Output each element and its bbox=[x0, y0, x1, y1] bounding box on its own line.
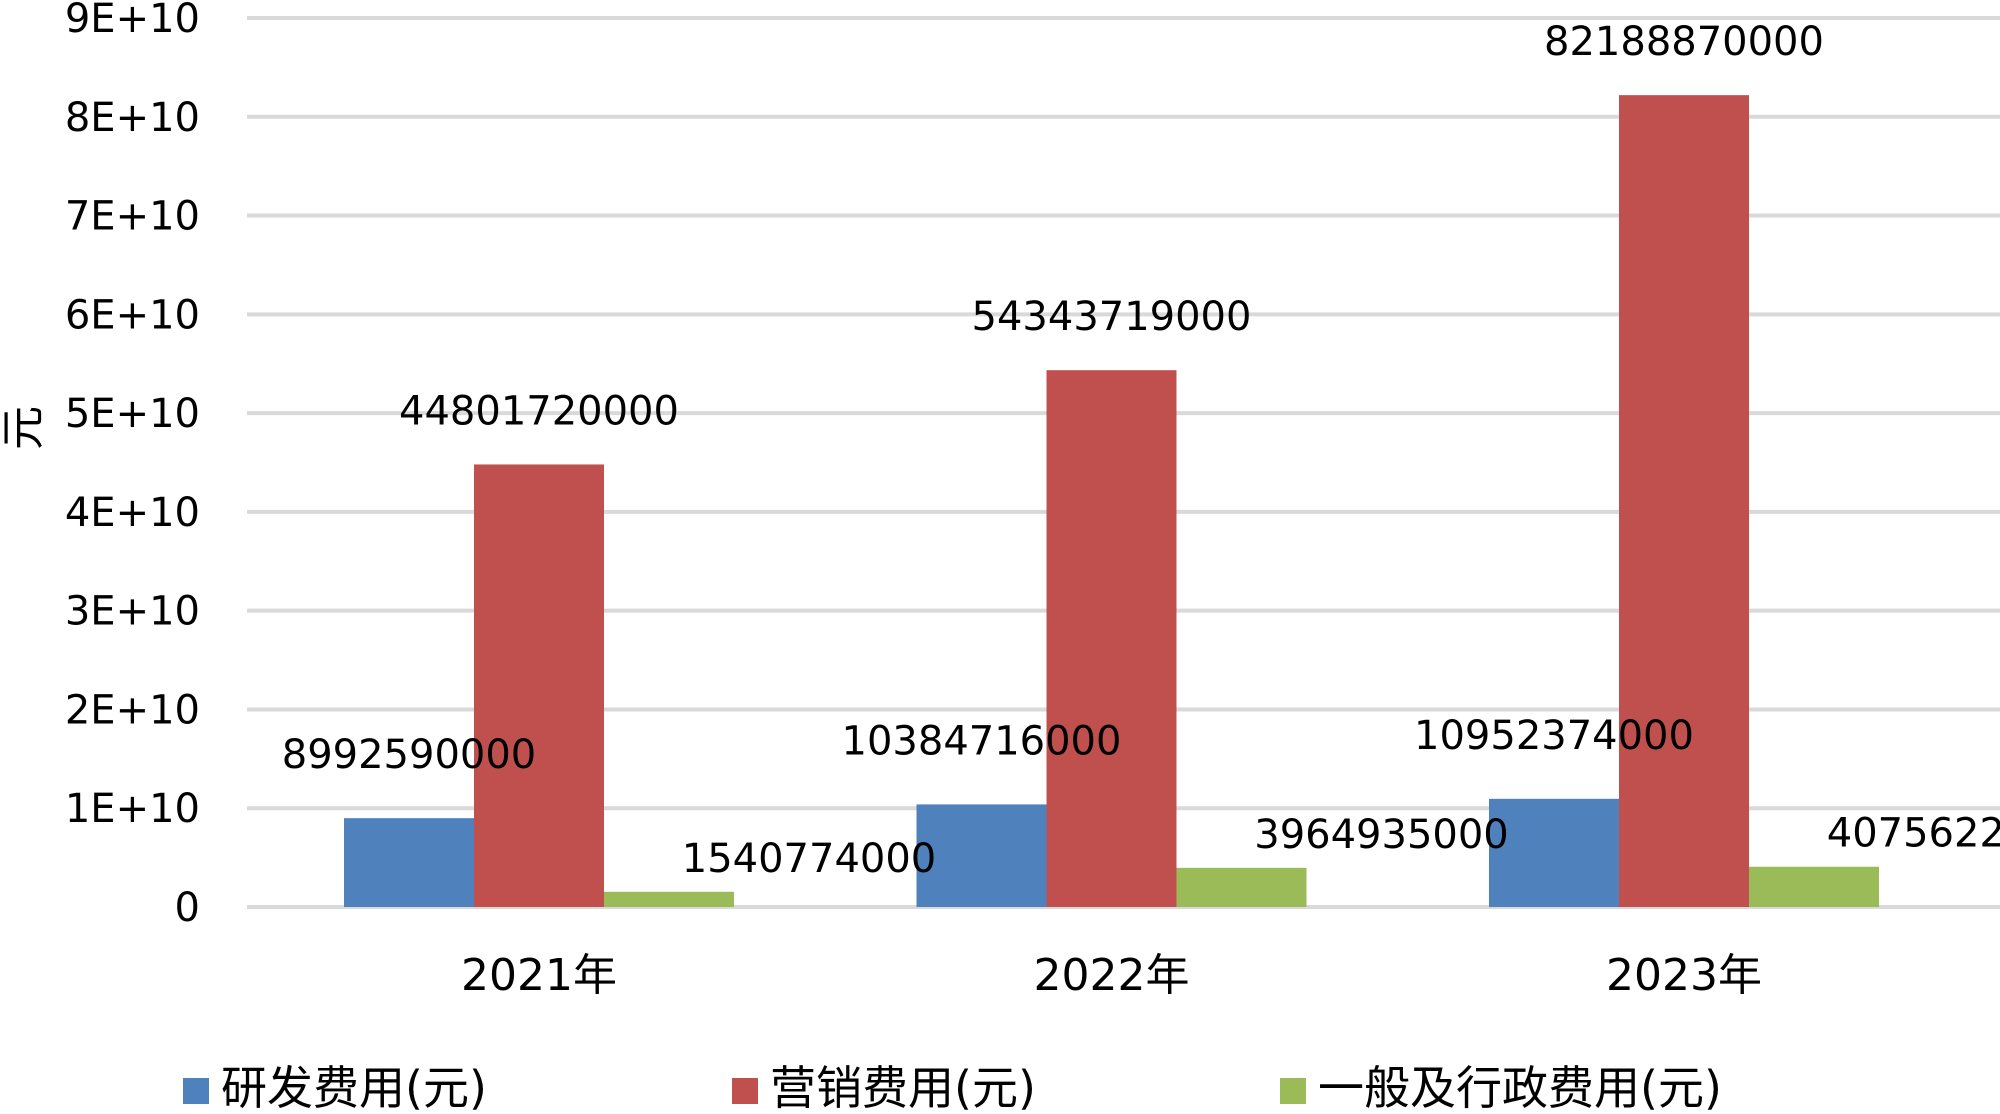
y-tick-label: 1E+10 bbox=[65, 786, 200, 832]
x-category-label: 2022年 bbox=[1034, 950, 1190, 1001]
legend-swatch bbox=[732, 1078, 758, 1104]
bar bbox=[1749, 866, 1879, 907]
bars bbox=[344, 95, 1879, 907]
data-label: 8992590000 bbox=[282, 732, 537, 778]
y-tick-label: 6E+10 bbox=[65, 292, 200, 338]
x-category-label: 2021年 bbox=[461, 950, 617, 1001]
x-category-label: 2023年 bbox=[1606, 950, 1762, 1001]
y-tick-label: 0 bbox=[175, 885, 200, 931]
y-axis-title: 元 bbox=[0, 406, 49, 450]
y-tick-label: 7E+10 bbox=[65, 194, 200, 240]
legend-label: 研发费用(元) bbox=[221, 1061, 487, 1114]
legend-swatch bbox=[183, 1078, 209, 1104]
y-tick-label: 3E+10 bbox=[65, 589, 200, 635]
bar bbox=[474, 464, 604, 907]
y-tick-label: 2E+10 bbox=[65, 687, 200, 733]
data-labels: 8992590000 44801720000 1540774000 103847160… bbox=[282, 19, 2000, 882]
data-label: 4075622000 bbox=[1827, 811, 2000, 857]
data-label: 54343719000 bbox=[972, 294, 1252, 340]
y-tick-label: 9E+10 bbox=[65, 0, 200, 42]
y-tick-label: 5E+10 bbox=[65, 391, 200, 437]
legend-swatch bbox=[1280, 1078, 1306, 1104]
data-label: 3964935000 bbox=[1254, 812, 1509, 858]
bar bbox=[1176, 867, 1307, 907]
data-label: 10952374000 bbox=[1414, 713, 1694, 759]
y-tick-label: 4E+10 bbox=[65, 490, 200, 536]
bar bbox=[344, 818, 474, 907]
bar bbox=[916, 804, 1047, 907]
data-label: 44801720000 bbox=[399, 388, 679, 434]
data-label: 82188870000 bbox=[1544, 19, 1824, 65]
bar bbox=[1619, 95, 1749, 907]
bar bbox=[604, 891, 734, 907]
bar bbox=[1489, 798, 1619, 907]
y-tick-label: 8E+10 bbox=[65, 95, 200, 141]
bar bbox=[1046, 370, 1177, 907]
legend-label: 营销费用(元) bbox=[770, 1061, 1036, 1114]
y-axis-ticks: 0 1E+10 2E+10 3E+10 4E+10 5E+10 6E+10 7E+10 8E+1… bbox=[65, 0, 200, 931]
x-axis-categories: 2021年 2022年 2023年 bbox=[461, 950, 1762, 1001]
data-label: 1540774000 bbox=[682, 836, 937, 882]
legend: 研发费用(元) 营销费用(元) 一般及行政费用(元) bbox=[183, 1061, 1722, 1114]
legend-label: 一般及行政费用(元) bbox=[1318, 1061, 1722, 1114]
data-label: 10384716000 bbox=[842, 718, 1122, 764]
